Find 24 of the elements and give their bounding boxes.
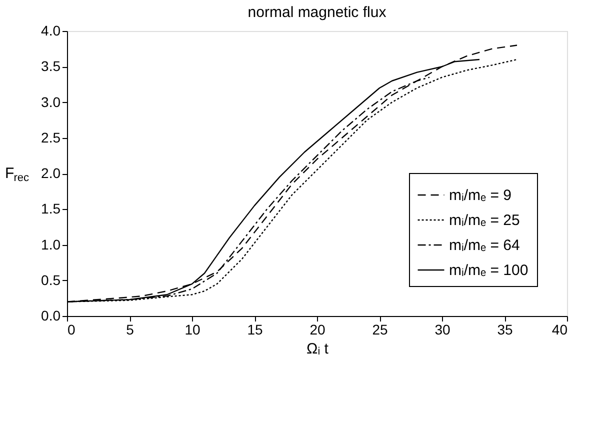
x-axis-title: Ωᵢ t [306, 340, 330, 358]
y-tick-label: 4.0 [41, 22, 61, 38]
y-tick-label: 3.0 [41, 94, 61, 110]
x-tick-label: 30 [434, 322, 450, 338]
x-tick-label: 40 [552, 322, 568, 338]
x-tick-label: 25 [372, 322, 388, 338]
legend-label: mᵢ/mₑ = 64 [449, 237, 520, 254]
legend-label: mᵢ/mₑ = 25 [449, 212, 520, 229]
y-tick-label: 2.5 [41, 129, 61, 146]
legend-label: mᵢ/mₑ = 100 [449, 262, 528, 279]
y-tick-label: 3.5 [41, 58, 61, 74]
chart-title: normal magnetic flux [248, 4, 387, 21]
y-tick-label: 2.0 [41, 165, 61, 181]
x-tick-label: 0 [68, 322, 76, 338]
x-tick-label: 20 [310, 322, 326, 338]
y-tick-label: 0.5 [41, 272, 61, 288]
x-tick-label: 15 [247, 322, 263, 338]
x-tick-label: 35 [497, 322, 513, 338]
x-tick-label: 10 [184, 322, 200, 338]
legend-label: mᵢ/mₑ = 9 [449, 187, 512, 204]
y-tick-label: 1.0 [41, 236, 61, 252]
y-tick-label: 0.0 [41, 308, 61, 324]
x-tick-label: 5 [126, 322, 134, 338]
y-tick-label: 1.5 [41, 200, 61, 217]
